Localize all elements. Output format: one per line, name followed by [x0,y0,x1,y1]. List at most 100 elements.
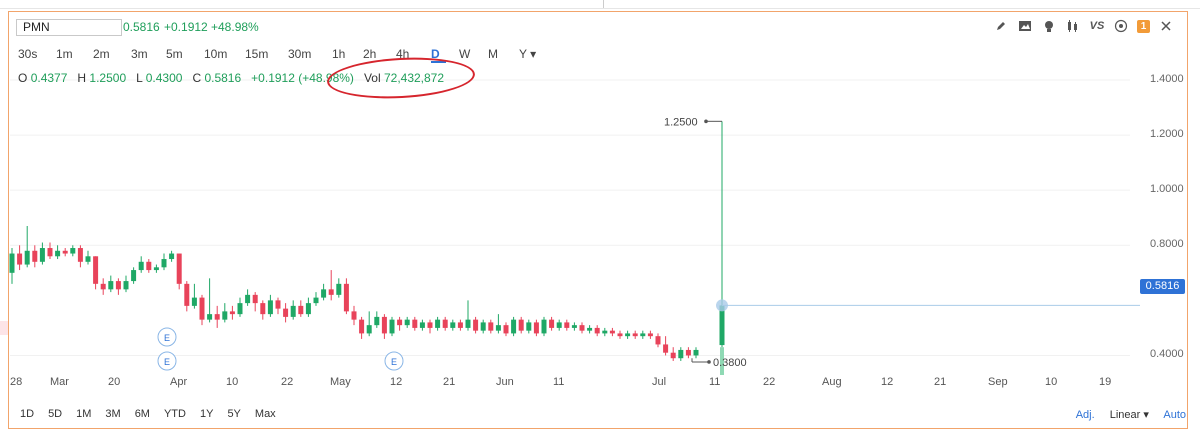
candle-body [100,283,106,290]
candle-body [442,319,448,328]
range-1y[interactable]: 1Y [199,408,214,420]
candle-body [298,305,304,315]
candle-body [146,261,152,271]
pencil-icon[interactable] [993,18,1009,34]
candle-body [161,259,167,268]
date-tick: 20 [108,376,121,388]
candle-body [9,253,15,273]
price-change: +0.1912 [164,20,208,34]
range-1m[interactable]: 1M [76,408,92,420]
low-value: 0.4300 [145,71,183,85]
current-price-label: 0.5816 [1140,279,1185,294]
candle-body [602,330,608,334]
alert-icon[interactable]: 1 [1137,19,1150,33]
range-5d[interactable]: 5D [48,408,63,420]
earnings-marker [157,351,177,371]
candle-body [55,250,61,257]
candle-body [503,325,509,334]
image-icon[interactable] [1017,18,1033,34]
interval-10[interactable]: 4h [396,47,410,61]
candle-body [305,303,311,315]
candle-body [115,281,121,290]
interval-7[interactable]: 30m [288,47,312,61]
date-tick: 22 [281,376,294,388]
symbol-input[interactable]: PMN [16,19,122,36]
interval-11[interactable]: D [431,47,446,63]
interval-1[interactable]: 1m [56,47,73,61]
earnings-marker-label: E [164,357,170,367]
candle-body [374,316,380,326]
date-tick: 19 [1099,376,1112,388]
interval-12[interactable]: W [459,47,471,61]
candle-body [321,289,327,298]
interval-2[interactable]: 2m [93,47,110,61]
candle-body [32,250,38,262]
candle-body [549,319,555,328]
price-tick: 1.2000 [1150,128,1184,141]
adjusted-toggle[interactable]: Adj. [1075,409,1095,421]
candle-body [450,322,456,328]
earnings-marker [157,327,177,347]
candle-body [290,305,296,317]
candle-body [131,270,137,282]
candle-body [39,248,45,262]
candle-body [153,267,159,271]
range-ytd[interactable]: YTD [163,408,186,420]
close-value: 0.5816 [204,71,242,85]
candle-body [351,311,357,320]
candle-body [214,314,220,320]
interval-0[interactable]: 30s [18,47,38,61]
candle-body [260,303,266,315]
candle-body [518,319,524,331]
candle-body [617,333,623,337]
candle-body [169,253,175,260]
candle-body [488,322,494,331]
candle-body [313,297,319,304]
candle-body [541,319,547,334]
candle-body [594,327,600,334]
candle-body [359,319,365,334]
open-label: O [18,71,28,85]
interval-6[interactable]: 15m [245,47,269,61]
interval-5[interactable]: 10m [204,47,228,61]
range-max[interactable]: Max [254,408,276,420]
candle-body [199,297,205,320]
candle-body [587,327,593,331]
interval-13[interactable]: M [488,47,498,61]
high-label: H [77,71,87,85]
candle-body [336,283,342,295]
scale-dropdown[interactable]: Linear ▾ [1109,409,1149,421]
close-icon[interactable] [1158,18,1174,34]
candle-body [495,325,501,331]
vs-icon[interactable]: VS [1089,20,1105,32]
candle-body [343,283,349,312]
range-1d[interactable]: 1D [20,408,35,420]
candle-body [427,322,433,328]
interval-9[interactable]: 2h [363,47,377,61]
candle-body [381,316,387,334]
interval-14[interactable]: Y ▾ [519,47,537,61]
volume-bar [720,347,724,375]
interval-3[interactable]: 3m [131,47,148,61]
interval-4[interactable]: 5m [166,47,183,61]
candle-body [511,319,517,334]
range-6m[interactable]: 6M [134,408,150,420]
range-3m[interactable]: 3M [105,408,121,420]
bulb-icon[interactable] [1041,18,1057,34]
candle-body [719,305,725,346]
candle-body [229,311,235,315]
auto-scale-toggle[interactable]: Auto [1163,409,1186,421]
candle-body [579,325,585,331]
candles-icon[interactable] [1065,18,1081,34]
range-5y[interactable]: 5Y [227,408,241,420]
earnings-marker-label: E [164,333,170,343]
settings-icon[interactable] [1113,18,1129,34]
interval-8[interactable]: 1h [332,47,346,61]
date-tick: Sep [988,376,1008,388]
candle-body [252,294,258,304]
date-tick: 12 [881,376,894,388]
earnings-marker-label: E [391,357,397,367]
low-annotation: 0.3800 [713,357,747,369]
candle-body [70,248,76,254]
